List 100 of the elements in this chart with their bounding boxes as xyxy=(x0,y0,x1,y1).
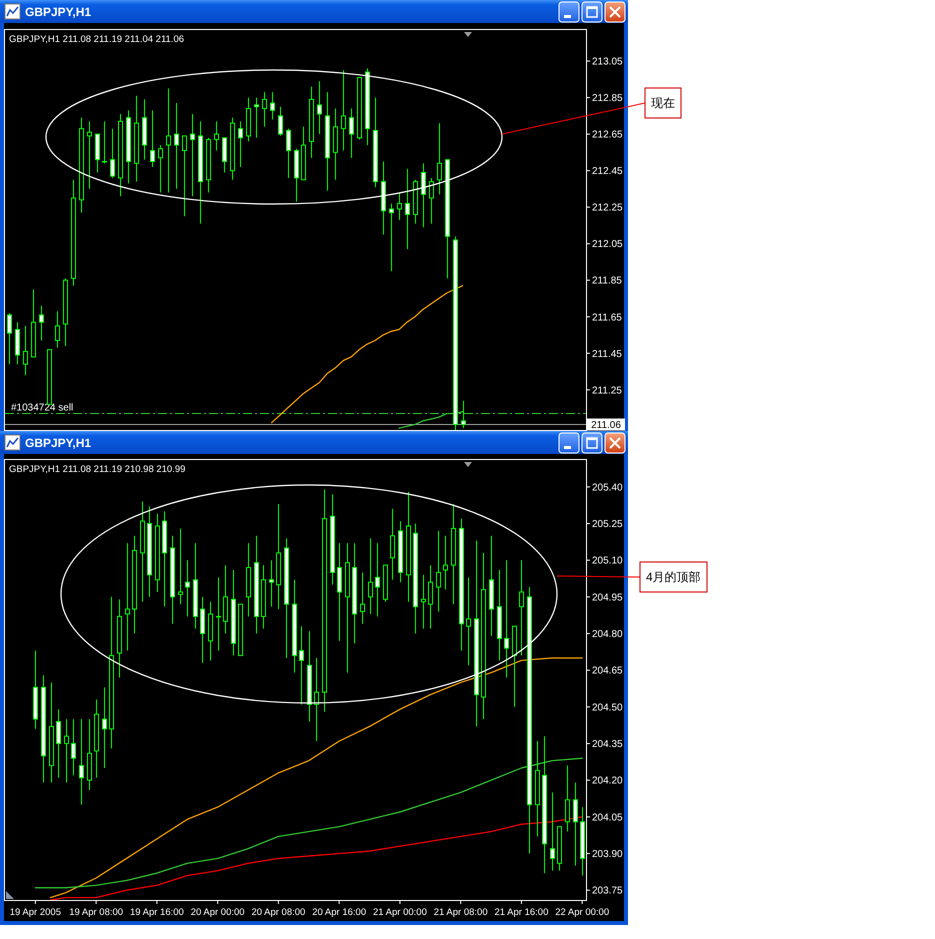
candlestick xyxy=(102,120,107,164)
candlestick xyxy=(270,92,275,120)
ref-line-label: #1034724 sell xyxy=(11,402,74,414)
line-series xyxy=(271,285,464,424)
chart-subtitle: GBPJPY,H1 211.08 211.19 211.04 211.06 xyxy=(9,34,184,45)
y-tick-label: 212.85 xyxy=(592,93,624,104)
candlestick xyxy=(421,162,426,228)
candlestick xyxy=(125,542,130,652)
candlestick xyxy=(254,97,259,138)
x-tick-label: 20 Apr 00:00 xyxy=(190,907,245,918)
candlestick xyxy=(360,572,365,624)
candlestick xyxy=(64,718,69,784)
candlestick xyxy=(269,560,274,608)
candlestick xyxy=(421,574,426,630)
candlestick xyxy=(405,168,410,250)
candlestick xyxy=(222,137,227,173)
line-series xyxy=(50,657,583,898)
candlestick xyxy=(71,718,76,776)
candlestick xyxy=(216,576,221,652)
candlestick xyxy=(341,70,346,152)
y-tick-label: 204.35 xyxy=(592,739,624,750)
candlestick xyxy=(190,114,195,197)
candlestick xyxy=(7,312,12,365)
y-tick-label: 212.05 xyxy=(592,239,624,250)
candlestick xyxy=(466,576,471,666)
y-tick-label: 211.45 xyxy=(592,348,622,360)
candlestick xyxy=(565,765,570,832)
candlestick xyxy=(436,530,441,612)
y-tick-label: 204.95 xyxy=(592,592,624,604)
candlestick xyxy=(443,535,448,590)
y-tick-label: 204.80 xyxy=(592,629,624,640)
y-tick-label: 204.05 xyxy=(592,812,624,824)
annotation: 211.06 xyxy=(591,420,622,432)
y-tick-label: 204.65 xyxy=(592,666,624,677)
candlestick xyxy=(39,305,44,341)
candlestick xyxy=(389,203,394,272)
candlestick xyxy=(23,325,28,376)
candlestick xyxy=(150,110,155,168)
candlestick xyxy=(182,135,187,217)
candlestick xyxy=(519,560,524,656)
x-tick-label: 21 Apr 00:00 xyxy=(372,907,427,918)
candlestick xyxy=(314,658,319,742)
x-tick-label: 20 Apr 16:00 xyxy=(312,907,366,918)
line-series xyxy=(34,758,583,888)
candlestick xyxy=(56,708,61,778)
x-tick-label: 20 Apr 08:00 xyxy=(251,907,306,918)
x-tick-label: 19 Apr 16:00 xyxy=(130,907,184,918)
candlestick xyxy=(390,508,395,580)
candlestick xyxy=(214,120,219,152)
candlestick xyxy=(262,92,267,128)
candlestick xyxy=(158,144,163,194)
y-tick-label: 213.05 xyxy=(592,56,624,68)
x-tick-label: 19 Apr 08:00 xyxy=(69,907,124,918)
candlestick xyxy=(174,102,179,190)
candlestick xyxy=(238,120,243,168)
y-tick-label: 212.65 xyxy=(592,130,624,141)
y-tick-label: 205.10 xyxy=(592,556,624,567)
x-tick-label: 21 Apr 08:00 xyxy=(434,907,488,918)
candlestick xyxy=(375,542,380,617)
y-tick-label: 203.90 xyxy=(592,849,624,860)
candlestick xyxy=(178,528,183,605)
text: 4月的顶部 xyxy=(646,570,701,584)
x-tick-label: 19 Apr 2005 xyxy=(10,907,62,918)
y-tick-label: 212.45 xyxy=(592,166,624,178)
chart-title: GBPJPY,H1 xyxy=(25,5,92,19)
y-tick-label: 211.25 xyxy=(592,385,622,396)
y-tick-label: 203.75 xyxy=(592,886,624,897)
candlestick xyxy=(461,400,466,429)
candlestick xyxy=(87,120,92,190)
candlestick xyxy=(110,128,115,178)
candlestick xyxy=(397,192,402,220)
x-tick-label: 22 Apr 00:00 xyxy=(555,907,610,918)
candlestick xyxy=(349,108,354,158)
candlestick xyxy=(428,564,433,630)
candlestick xyxy=(317,80,322,135)
candlestick xyxy=(429,177,434,224)
candlestick xyxy=(299,626,304,705)
candlestick xyxy=(368,538,373,614)
candlestick xyxy=(166,88,171,194)
chart-title: GBPJPY,H1 xyxy=(25,436,92,450)
y-tick-label: 211.85 xyxy=(592,276,622,287)
candlestick xyxy=(79,718,84,806)
candlestick xyxy=(286,128,291,178)
y-tick-label: 211.65 xyxy=(592,312,622,324)
x-tick-label: 21 Apr 16:00 xyxy=(494,907,548,918)
candlestick xyxy=(102,686,107,768)
candlestick xyxy=(504,560,509,678)
candlestick xyxy=(437,122,442,195)
candlestick xyxy=(573,782,578,866)
candlestick xyxy=(278,106,283,136)
y-tick-label: 204.20 xyxy=(592,776,624,787)
candlestick xyxy=(550,792,555,872)
text: 现在 xyxy=(651,96,675,110)
candlestick xyxy=(185,560,190,617)
y-tick-label: 212.25 xyxy=(592,202,624,214)
y-tick-label: 205.25 xyxy=(592,519,624,530)
candlestick xyxy=(55,310,60,348)
line-series xyxy=(50,816,583,900)
y-tick-label: 205.40 xyxy=(592,482,624,494)
chart-subtitle: GBPJPY,H1 211.08 211.19 210.98 210.99 xyxy=(9,464,186,475)
